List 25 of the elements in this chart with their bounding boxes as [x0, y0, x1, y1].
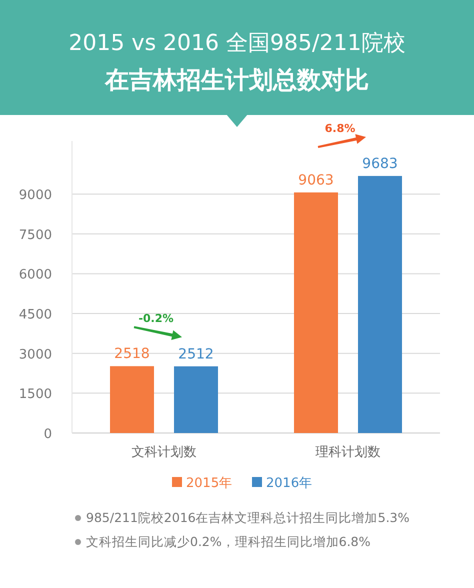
y-tick-label: 0	[44, 427, 52, 442]
y-tick-label: 9000	[18, 188, 52, 204]
x-tick-label: 文科计划数	[132, 445, 196, 460]
y-tick-label: 7500	[18, 228, 52, 243]
data-label: 9063	[298, 172, 334, 188]
chart-subtitle: 在吉林招生计划总数对比	[104, 66, 369, 94]
bar	[358, 176, 402, 433]
x-tick-label: 理科计划数	[316, 445, 380, 460]
text: 985/211院校2016在吉林文理科总计招生同比增加5.3%	[86, 510, 410, 525]
y-tick-label: 6000	[18, 268, 52, 283]
text: 文科招生同比减少0.2%，理科招生同比增加6.8%	[86, 534, 371, 549]
data-label: 2518	[114, 346, 150, 362]
data-label: 9683	[362, 156, 398, 172]
text: 6.8%	[324, 122, 356, 135]
chart-title: 2015 vs 2016 全国985/211院校	[68, 31, 406, 56]
legend-label: 2016年	[266, 476, 312, 491]
annotation: -0.2%	[138, 312, 174, 326]
legend-label: 2015年	[186, 476, 232, 491]
data-label: 2512	[178, 346, 214, 362]
bar	[294, 192, 338, 433]
bar	[174, 366, 218, 433]
y-tick-label: 3000	[18, 347, 52, 362]
y-tick-label: 4500	[18, 308, 52, 323]
bar	[110, 366, 154, 433]
y-tick-label: 1500	[18, 387, 52, 402]
